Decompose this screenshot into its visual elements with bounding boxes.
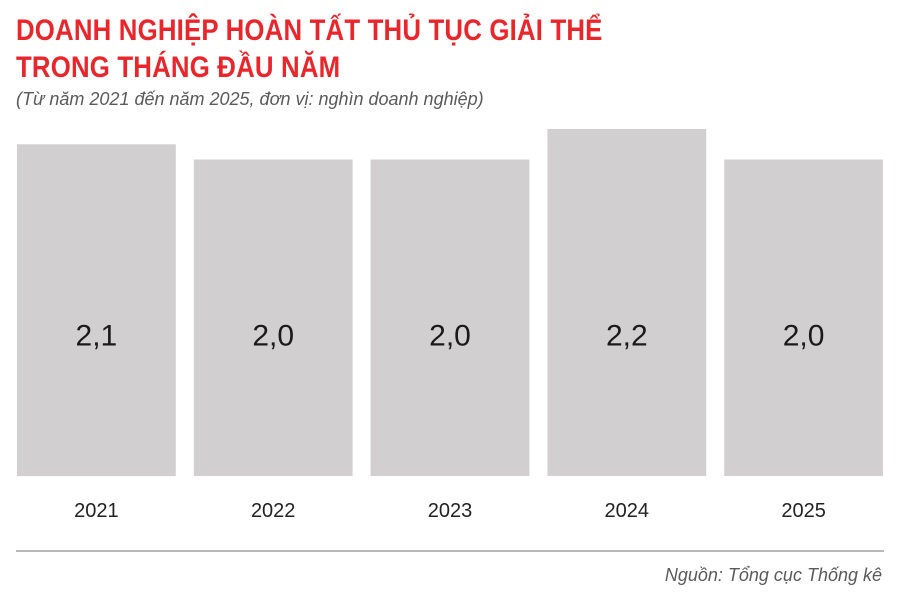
chart-subtitle: (Từ năm 2021 đến năm 2025, đơn vị: nghìn… bbox=[16, 89, 484, 109]
bar-value-label-2023: 2,0 bbox=[429, 320, 471, 353]
x-tick-label-2025: 2025 bbox=[781, 500, 826, 522]
x-tick-label-2022: 2022 bbox=[251, 500, 296, 522]
bar-value-label-2025: 2,0 bbox=[783, 320, 825, 353]
footer-divider bbox=[16, 550, 884, 552]
bar-value-label-2022: 2,0 bbox=[252, 320, 294, 353]
bar-2021 bbox=[17, 144, 176, 477]
x-tick-label-2021: 2021 bbox=[74, 500, 119, 522]
chart-title-line-2: TRONG THÁNG ĐẦU NĂM bbox=[16, 51, 341, 84]
bar-2023 bbox=[370, 159, 530, 476]
bar-value-label-2024: 2,2 bbox=[606, 320, 648, 353]
x-tick-label-2023: 2023 bbox=[428, 500, 473, 522]
x-tick-label-2024: 2024 bbox=[605, 500, 650, 522]
chart-title-line-1: DOANH NGHIỆP HOÀN TẤT THỦ TỤC GIẢI THỂ bbox=[16, 14, 603, 47]
bar-2025 bbox=[724, 159, 883, 476]
chart-title: DOANH NGHIỆP HOÀN TẤT THỦ TỤC GIẢI THỂ T… bbox=[16, 12, 603, 86]
source-note: Nguồn: Tổng cục Thống kê bbox=[664, 565, 882, 585]
bar-2024 bbox=[547, 129, 707, 476]
bar-2022 bbox=[193, 159, 353, 476]
bar-value-label-2021: 2,1 bbox=[76, 320, 118, 353]
